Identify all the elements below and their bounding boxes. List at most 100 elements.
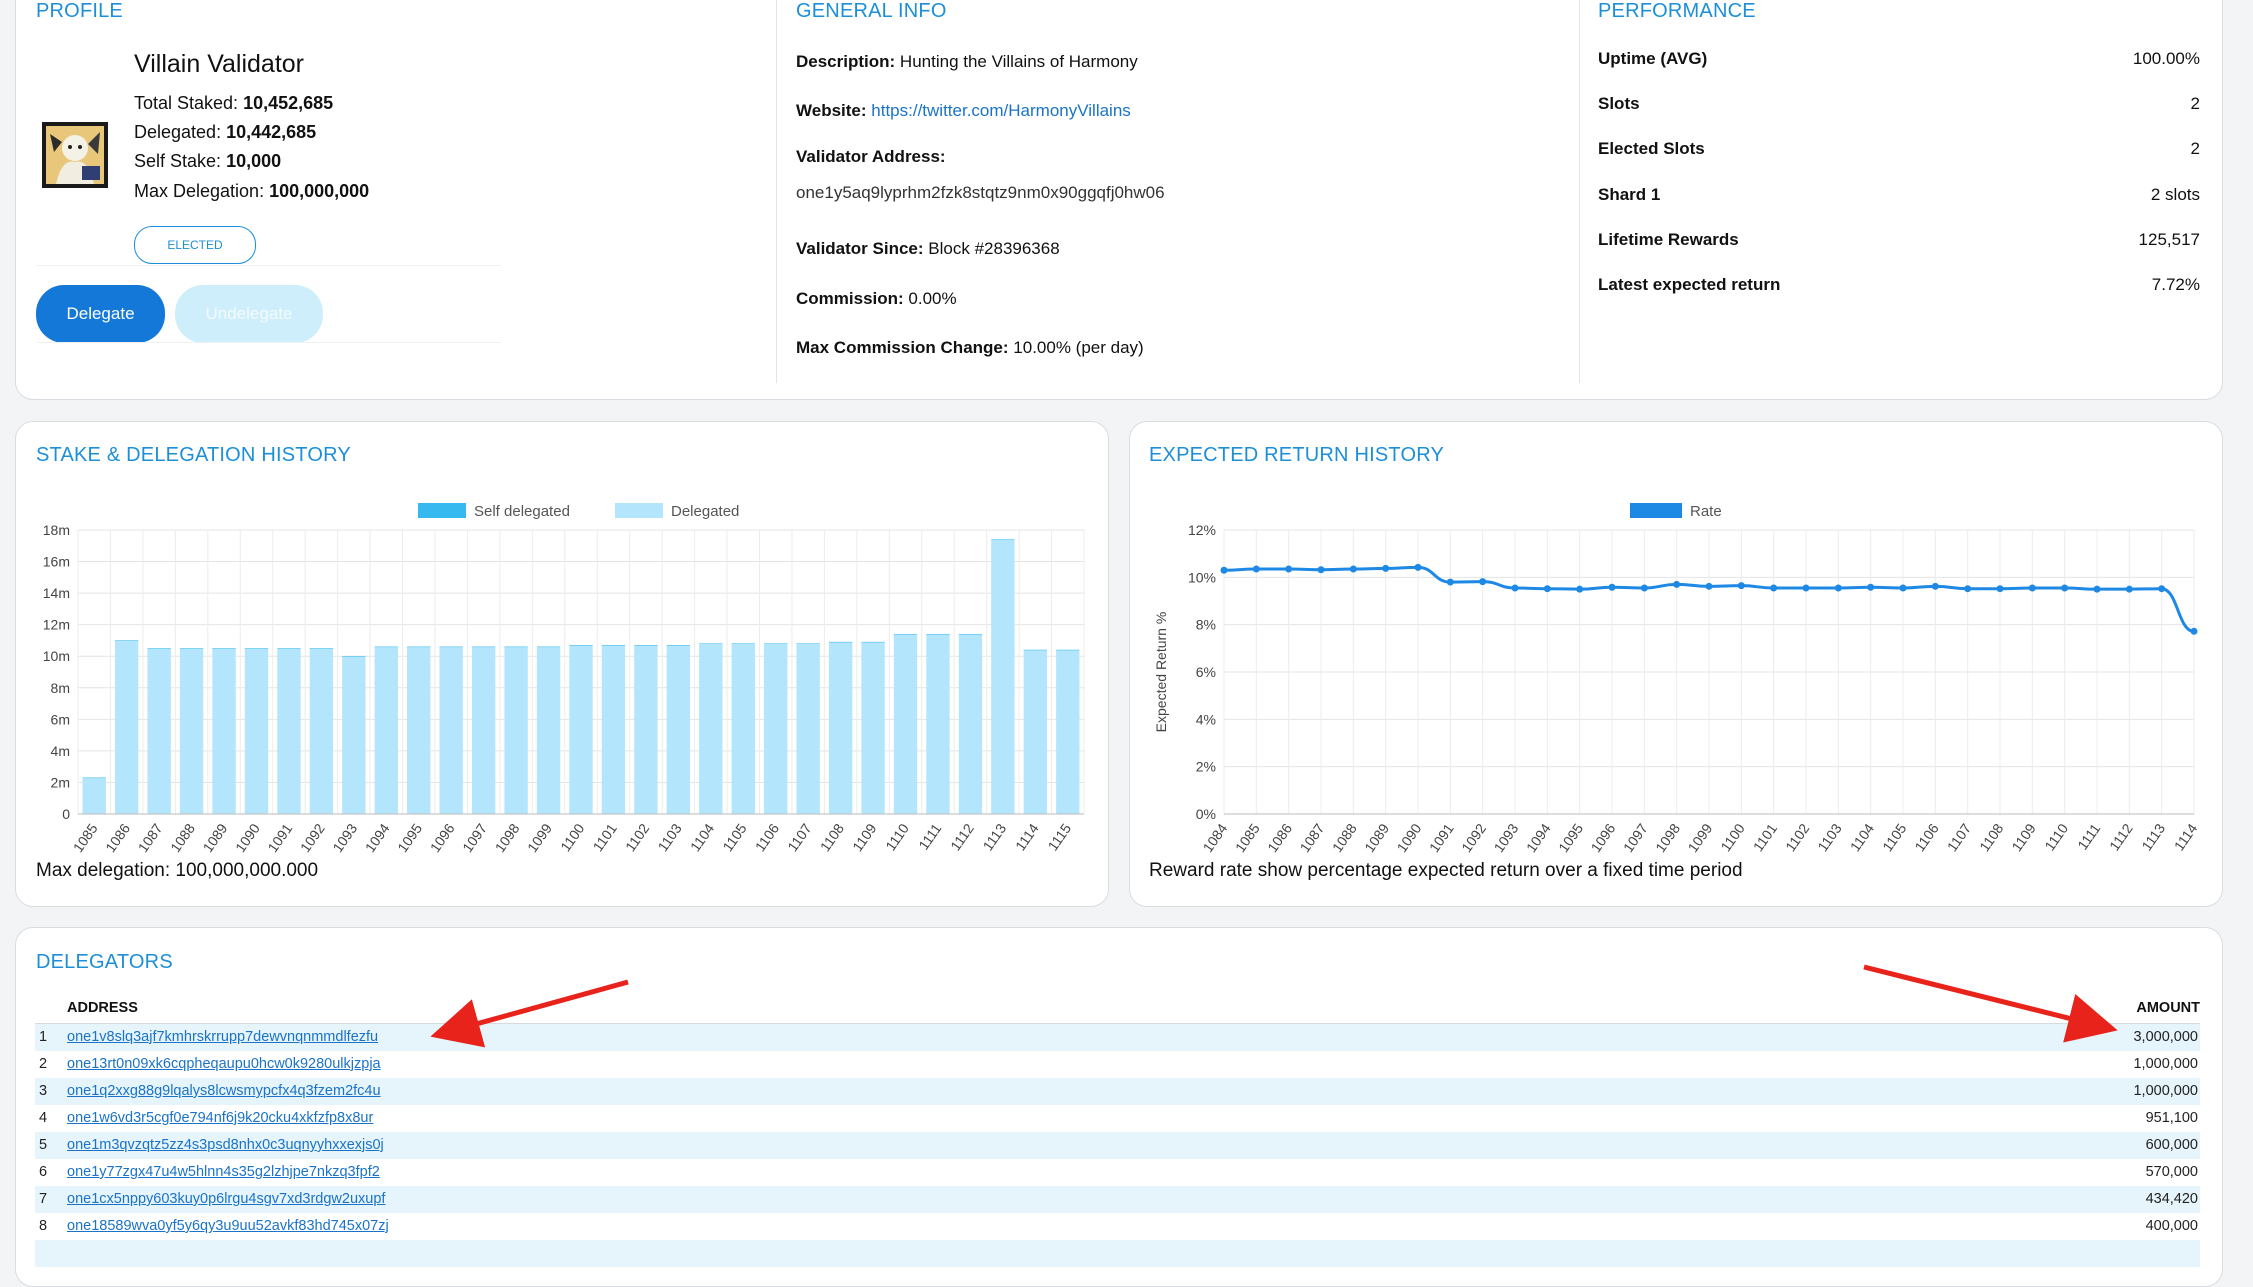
x-tick-label: 1108 — [1976, 820, 2006, 854]
table-row[interactable]: 4 one1w6vd3r5cgf0e794nf6j9k20cku4xkfzfp8x… — [39, 1110, 2198, 1126]
delegator-address-link[interactable]: one13rt0n09xk6cqpheqaupu0hcw0k9280ulkjzp… — [67, 1056, 381, 1072]
max-delegation-footer: Max delegation: 100,000,000.000 — [36, 860, 319, 881]
bar-delegated — [439, 646, 463, 814]
x-tick-label: 1105 — [719, 820, 749, 854]
bar-delegated — [179, 648, 204, 814]
delegators-title: DELEGATORS — [36, 951, 173, 973]
table-row[interactable]: 2 one13rt0n09xk6cqpheqaupu0hcw0k9280ulkjz… — [39, 1056, 2198, 1072]
column-header-address: ADDRESS — [67, 1000, 138, 1016]
data-point-rate — [1802, 584, 1810, 592]
data-point-rate — [1285, 565, 1293, 573]
bar-delegated — [764, 643, 788, 814]
stake-history-title: STAKE & DELEGATION HISTORY — [36, 444, 351, 466]
validator-address-label: Validator Address: — [796, 147, 946, 166]
data-point-rate — [1964, 585, 1972, 593]
bar-self-delegated — [796, 643, 820, 644]
bar-self-delegated — [439, 646, 463, 648]
y-tick-label: 2m — [51, 774, 70, 790]
data-point-rate — [1899, 584, 1907, 592]
x-tick-label: 1101 — [1750, 820, 1780, 854]
bar-self-delegated — [666, 645, 691, 646]
y-tick-label: 4% — [1196, 711, 1216, 727]
bar-delegated — [212, 648, 236, 814]
bar-delegated — [244, 648, 269, 814]
data-point-rate — [1543, 585, 1551, 593]
x-tick-label: 1100 — [557, 820, 587, 854]
delegator-address-link[interactable]: one1q2xxg88g9lqalys8lcwsmypcfx4q3fzem2fc… — [67, 1083, 381, 1099]
column-divider — [776, 0, 777, 383]
bar-self-delegated — [82, 777, 106, 779]
delegator-address-link[interactable]: one1m3qvzqtz5zz4s3psd8nhx0c3uqnyyhxxexjs… — [67, 1137, 384, 1153]
y-axis-label: Expected Return % — [1153, 612, 1169, 733]
x-tick-label: 1089 — [200, 820, 231, 855]
bar-delegated — [536, 646, 561, 814]
table-row[interactable]: 8 one18589wva0yf5y6qy3u9uu52avkf83hd745x0… — [39, 1218, 2198, 1234]
table-row[interactable]: 7 one1cx5nppy603kuy0p6lrgu4sgv7xd3rdgw2ux… — [35, 1186, 2200, 1213]
bar-delegated — [147, 648, 171, 814]
x-tick-label: 1102 — [1782, 820, 1812, 854]
x-tick-label: 1086 — [1264, 820, 1295, 855]
data-point-rate — [2093, 585, 2101, 593]
data-point-rate — [1576, 585, 1584, 593]
table-row[interactable]: 5 one1m3qvzqtz5zz4s3psd8nhx0c3uqnyyhxxexj… — [35, 1132, 2200, 1159]
y-tick-label: 10m — [43, 648, 70, 664]
total-staked: Total Staked: 10,452,685 — [134, 93, 334, 113]
max-commission-change: Max Commission Change: 10.00% (per day) — [796, 338, 1144, 357]
x-tick-label: 1094 — [1523, 820, 1554, 855]
delegator-address-link[interactable]: one1w6vd3r5cgf0e794nf6j9k20cku4xkfzfp8x8… — [67, 1110, 374, 1126]
bar-delegated — [699, 643, 723, 814]
description: Description: Hunting the Villains of Har… — [796, 52, 1138, 71]
data-point-rate — [1317, 566, 1325, 574]
x-tick-label: 1112 — [2106, 820, 2136, 853]
delegator-address-link[interactable]: one18589wva0yf5y6qy3u9uu52avkf83hd745x07… — [67, 1218, 389, 1234]
bar-self-delegated — [569, 645, 593, 646]
x-tick-label: 1115 — [1044, 820, 1074, 853]
x-tick-label: 1090 — [1393, 820, 1424, 855]
bar-delegated — [309, 648, 334, 814]
data-point-rate — [1511, 584, 1519, 592]
bar-self-delegated — [1023, 649, 1048, 651]
reward-rate-footer: Reward rate show percentage expected ret… — [1149, 860, 1743, 881]
x-tick-label: 1084 — [1199, 820, 1230, 855]
table-row[interactable]: 1 one1v8slq3ajf7kmhrskrrupp7dewvnqnmmdlfe… — [35, 1024, 2200, 1051]
data-point-rate — [1737, 582, 1745, 590]
x-tick-label: 1103 — [1814, 820, 1844, 854]
y-tick-label: 0% — [1196, 806, 1216, 822]
validator-avatar — [42, 122, 108, 188]
bar-delegated — [861, 642, 885, 814]
x-tick-label: 1106 — [1911, 820, 1941, 854]
x-tick-label: 1101 — [590, 820, 620, 854]
bar-self-delegated — [277, 648, 301, 649]
x-tick-label: 1091 — [1426, 820, 1457, 855]
y-tick-label: 0 — [62, 806, 70, 822]
table-row[interactable]: 3 one1q2xxg88g9lqalys8lcwsmypcfx4q3fzem2f… — [35, 1078, 2200, 1105]
delegator-address-link[interactable]: one1v8slq3ajf7kmhrskrrupp7dewvnqnmmdlfez… — [67, 1029, 379, 1045]
x-tick-label: 1093 — [329, 820, 360, 855]
delegate-button[interactable]: Delegate — [36, 285, 165, 343]
data-point-rate — [1770, 584, 1778, 592]
bar-self-delegated — [179, 648, 204, 649]
bar-delegated — [342, 656, 366, 814]
bar-delegated — [407, 646, 431, 814]
delegator-address-link[interactable]: one1cx5nppy603kuy0p6lrgu4sgv7xd3rdgw2uxu… — [67, 1191, 386, 1207]
bar-delegated — [634, 645, 658, 814]
status-badge: ELECTED — [134, 226, 256, 264]
y-tick-label: 6% — [1196, 664, 1216, 680]
undelegate-button[interactable]: Undelegate — [175, 285, 323, 343]
bar-self-delegated — [958, 633, 983, 635]
data-point-rate — [1867, 583, 1875, 591]
profile-divider — [36, 265, 501, 266]
delegator-address-link[interactable]: one1y77zgx47u4w5hlnn4s35g2lzhjpe7nkzq3fp… — [67, 1164, 380, 1180]
bar-delegated — [277, 648, 301, 814]
x-tick-label: 1089 — [1361, 820, 1392, 855]
data-point-rate — [1252, 565, 1260, 573]
data-point-rate — [1349, 565, 1357, 573]
x-tick-label: 1090 — [232, 820, 263, 855]
bar-delegated — [569, 645, 593, 814]
table-row[interactable] — [35, 1240, 2200, 1267]
table-row[interactable]: 6 one1y77zgx47u4w5hlnn4s35g2lzhjpe7nkzq3f… — [39, 1164, 2198, 1180]
website-link[interactable]: https://twitter.com/HarmonyVillains — [871, 101, 1131, 120]
data-point-rate — [2125, 585, 2133, 593]
x-tick-label: 1114 — [2171, 820, 2201, 853]
y-tick-label: 2% — [1196, 759, 1216, 775]
